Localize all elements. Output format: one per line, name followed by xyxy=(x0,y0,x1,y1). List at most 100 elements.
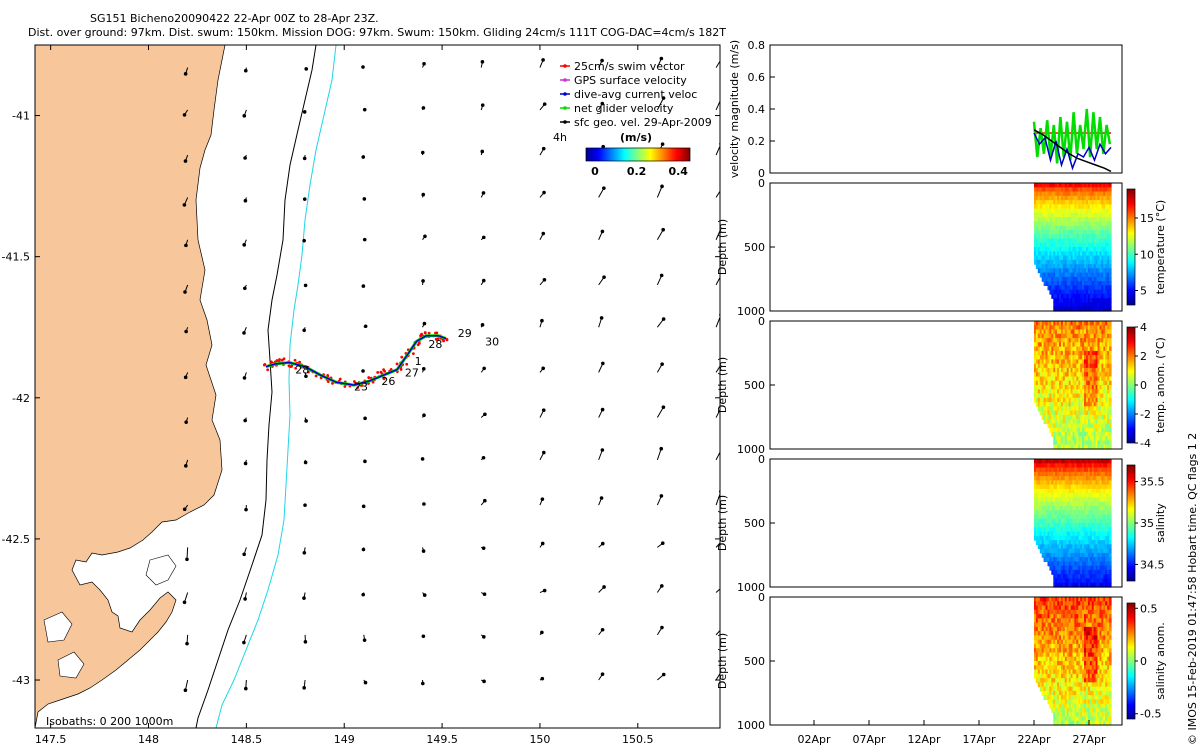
section-cell xyxy=(1095,535,1099,541)
section-cell xyxy=(1043,510,1047,516)
section-cell xyxy=(1043,342,1047,348)
section-cell xyxy=(1035,614,1039,619)
section-cell xyxy=(1045,229,1048,235)
section-cell xyxy=(1105,350,1108,356)
section-cell xyxy=(1070,535,1074,541)
section-cell xyxy=(1043,350,1047,356)
section-cell xyxy=(1101,493,1104,498)
section-cell xyxy=(1072,686,1075,692)
current-arrow-head xyxy=(659,446,664,451)
section-cell xyxy=(1051,363,1054,369)
section-cell xyxy=(1093,703,1097,709)
section-cell xyxy=(1047,557,1050,562)
section-cell xyxy=(1082,225,1085,231)
section-cell xyxy=(1095,597,1099,602)
section-cell xyxy=(1057,251,1060,257)
section-cell xyxy=(1070,212,1074,218)
section-cell xyxy=(1047,484,1050,490)
section-cell xyxy=(1039,618,1043,624)
isobath-200 xyxy=(195,45,317,728)
section-cell xyxy=(1078,264,1081,269)
section-cell xyxy=(1070,259,1074,265)
section-cell xyxy=(1109,414,1112,420)
section-cell xyxy=(1062,302,1066,308)
section-cell xyxy=(1093,325,1097,331)
section-cell xyxy=(1086,480,1089,486)
section-cell xyxy=(1095,414,1099,420)
section-cell xyxy=(1076,665,1079,671)
section-cell xyxy=(1097,648,1100,654)
section-cell xyxy=(1091,609,1095,615)
section-cell xyxy=(1086,402,1089,407)
section-cell xyxy=(1053,427,1056,433)
section-cell xyxy=(1078,293,1081,299)
section-cell xyxy=(1082,238,1085,244)
section-cell xyxy=(1034,652,1037,658)
section-cell xyxy=(1072,376,1075,382)
section-cell xyxy=(1099,325,1102,331)
section-cell xyxy=(1043,652,1047,658)
section-cell xyxy=(1099,648,1102,654)
section-cell xyxy=(1072,467,1075,473)
section-cell xyxy=(1087,234,1091,240)
section-cell xyxy=(1057,234,1060,240)
section-cell xyxy=(1078,385,1081,390)
section-cell xyxy=(1039,643,1043,649)
section-cell xyxy=(1080,618,1083,624)
section-cell xyxy=(1064,514,1068,520)
section-cell xyxy=(1064,397,1068,403)
section-cell xyxy=(1099,414,1102,420)
section-cell xyxy=(1070,574,1074,580)
section-cell xyxy=(1068,561,1072,567)
section-cell xyxy=(1053,484,1056,490)
section-cell xyxy=(1099,234,1102,240)
section-cell xyxy=(1039,229,1043,235)
current-arrow-head xyxy=(363,416,367,421)
section-cell xyxy=(1105,363,1108,369)
section-cell xyxy=(1080,431,1083,437)
section-cell xyxy=(1087,639,1091,645)
section-cell xyxy=(1095,614,1099,619)
section-cell xyxy=(1057,367,1060,373)
section-cell xyxy=(1070,380,1074,386)
section-cell xyxy=(1076,247,1079,252)
section-cell xyxy=(1107,333,1110,339)
section-cell xyxy=(1089,622,1093,628)
section-cell xyxy=(1107,325,1110,331)
section-cell xyxy=(1103,321,1106,326)
section-cell xyxy=(1062,325,1066,331)
section-cell xyxy=(1084,234,1087,240)
section-cell xyxy=(1093,225,1097,231)
section-cell xyxy=(1107,406,1110,412)
section-cell xyxy=(1066,289,1070,295)
section-cell xyxy=(1078,707,1081,713)
section-cell xyxy=(1086,444,1089,450)
section-cell xyxy=(1080,380,1083,386)
section-cell xyxy=(1105,372,1108,378)
section-cell xyxy=(1078,569,1081,575)
section-cell xyxy=(1047,208,1050,214)
section-cell xyxy=(1043,548,1047,554)
section-cell xyxy=(1034,639,1037,645)
section-cell xyxy=(1068,614,1072,619)
section-cell xyxy=(1105,557,1108,562)
section-cell xyxy=(1049,225,1052,231)
section-cell xyxy=(1057,238,1060,244)
section-cell xyxy=(1093,578,1097,584)
section-cell xyxy=(1053,423,1056,429)
section-cell xyxy=(1091,289,1095,295)
section-cell xyxy=(1047,204,1050,210)
section-cell xyxy=(1091,544,1095,550)
section-cell xyxy=(1034,229,1037,235)
section-cell xyxy=(1064,359,1068,365)
section-cell xyxy=(1059,720,1062,726)
section-cell xyxy=(1082,686,1085,692)
section-cell xyxy=(1057,380,1060,386)
section-cell xyxy=(1082,720,1085,726)
section-cell xyxy=(1057,609,1060,615)
section-cell xyxy=(1101,268,1104,274)
section-cell xyxy=(1089,707,1093,713)
section-cell xyxy=(1062,342,1066,348)
section-cell xyxy=(1089,716,1093,722)
section-cell xyxy=(1099,289,1102,295)
